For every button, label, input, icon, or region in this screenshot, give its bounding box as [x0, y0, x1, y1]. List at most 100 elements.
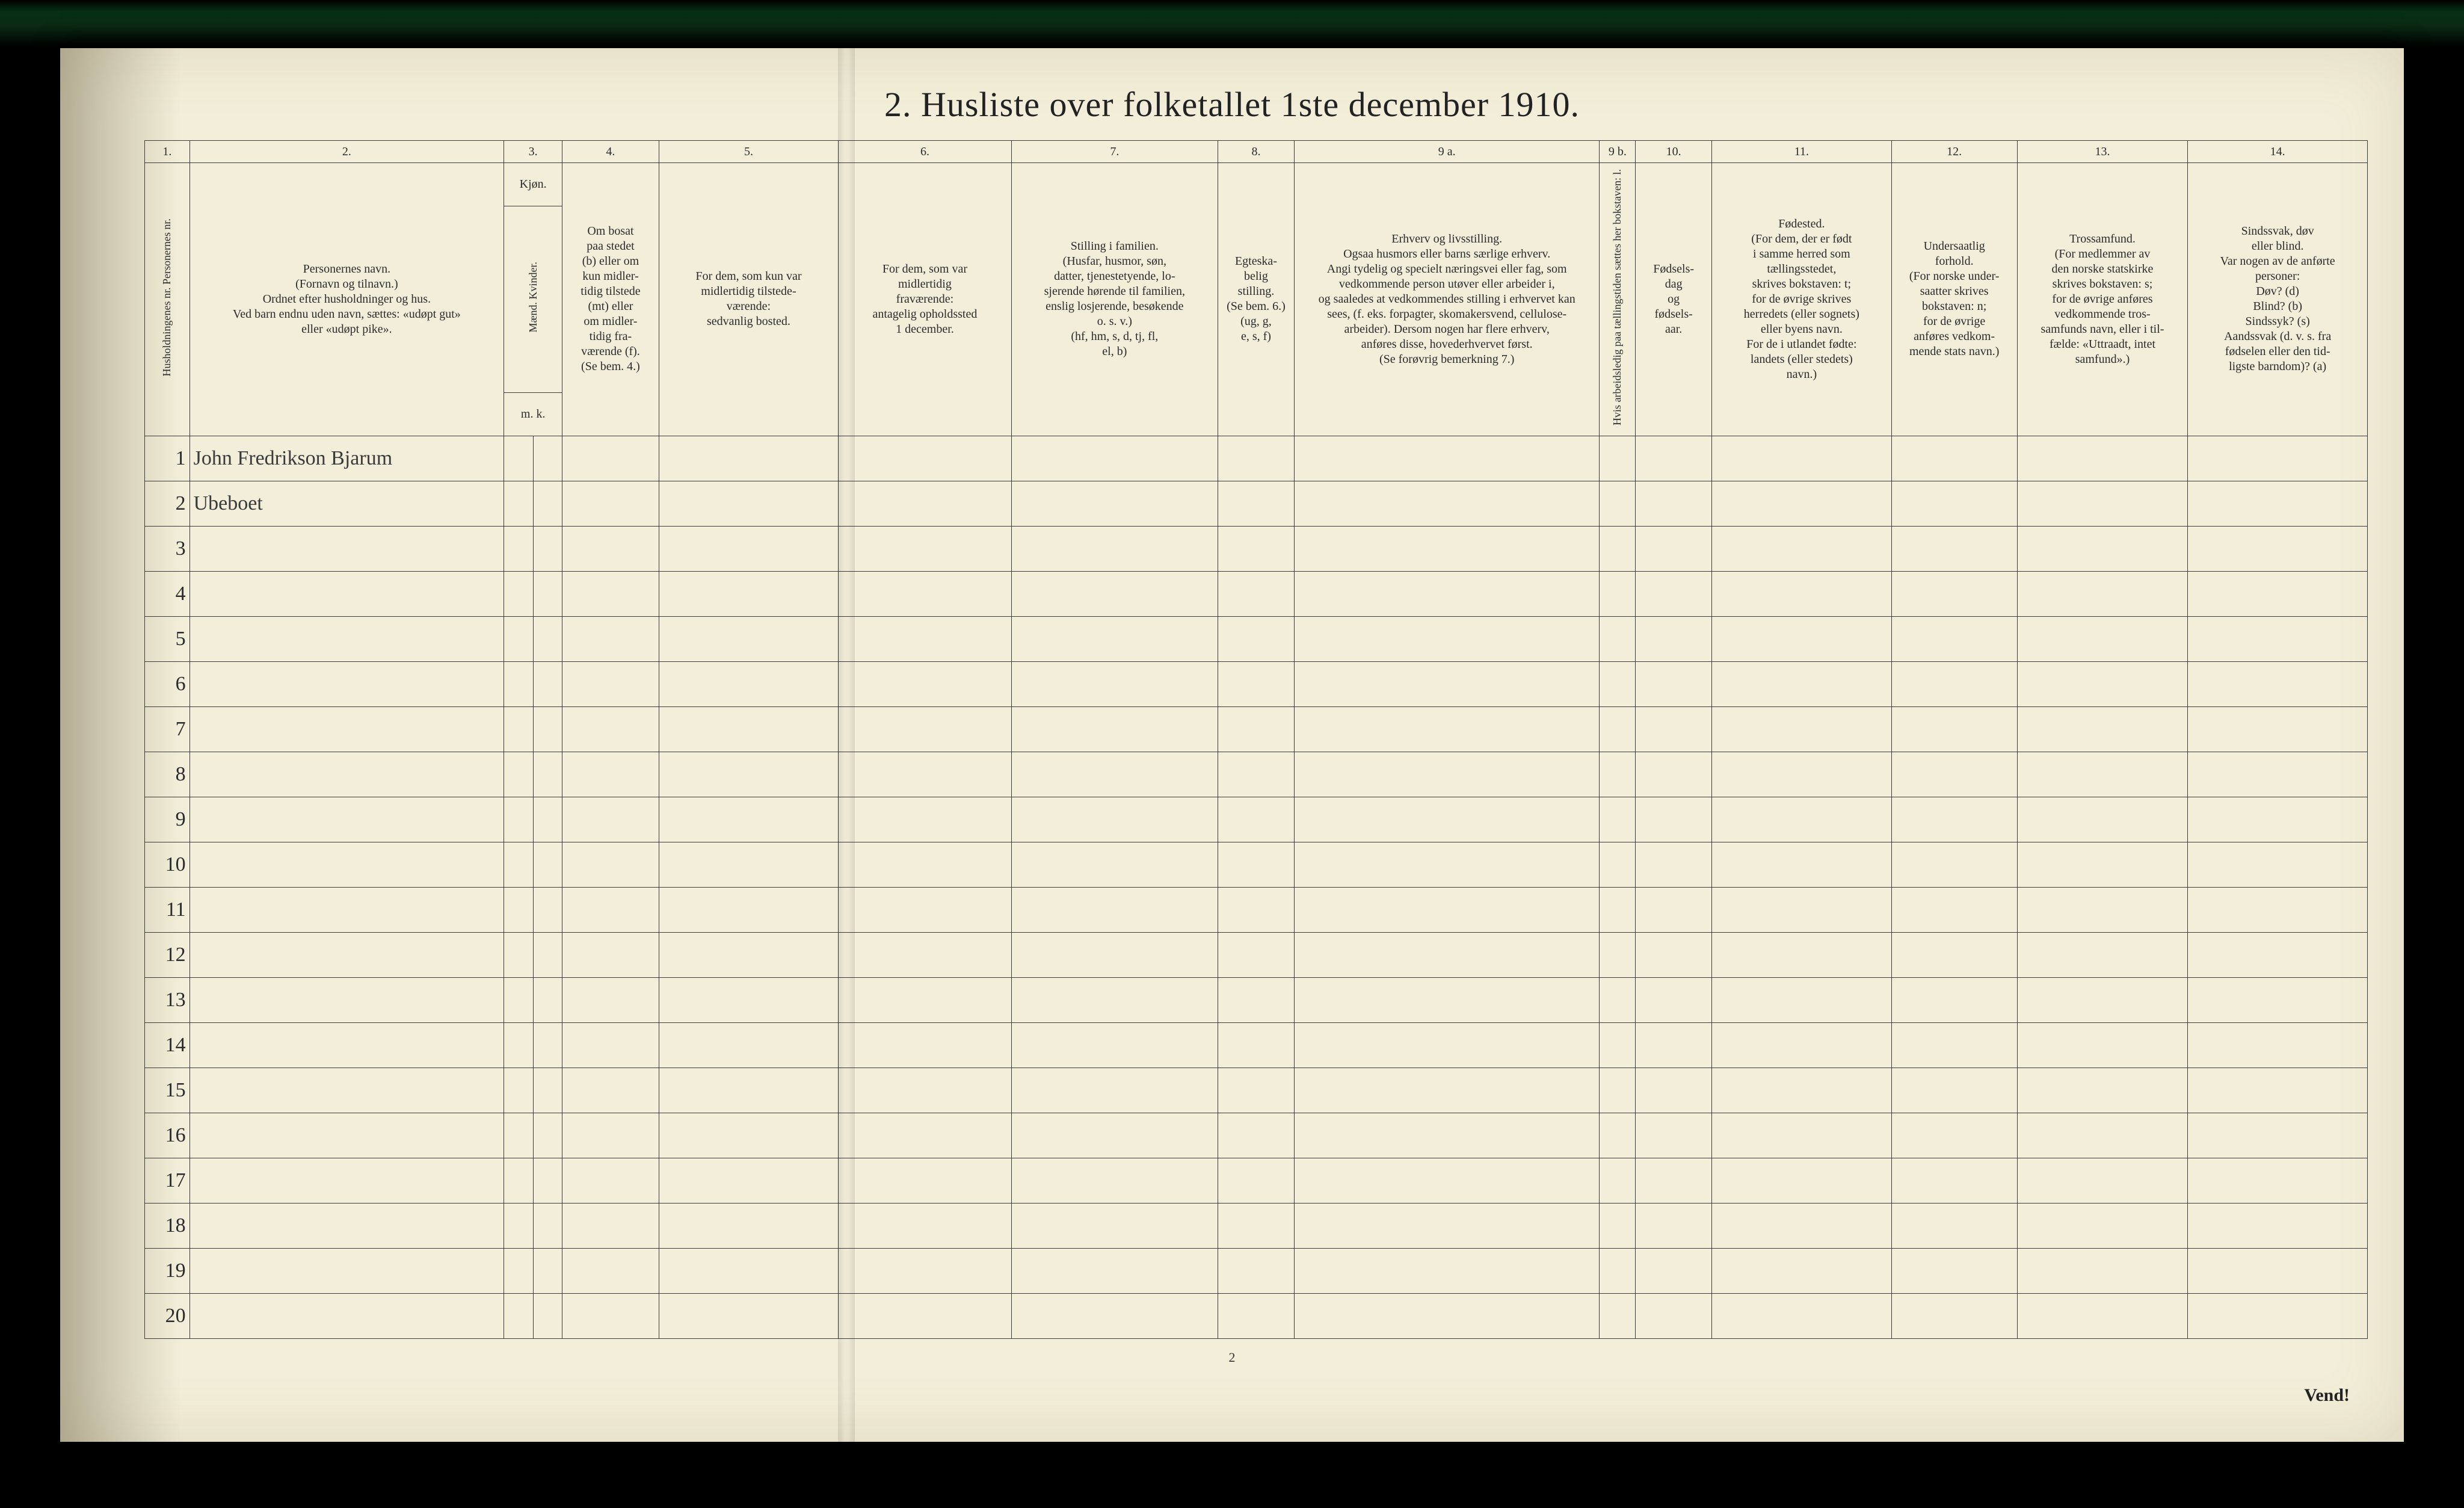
empty-cell — [1218, 797, 1295, 842]
empty-cell — [2017, 571, 2188, 616]
col5-header: For dem, som kun var midlertidig tilsted… — [659, 163, 839, 436]
empty-cell — [1600, 752, 1636, 797]
col3-header-top: Kjøn. — [504, 163, 562, 206]
person-name-cell — [189, 977, 504, 1022]
empty-cell — [2188, 1158, 2368, 1203]
person-name-cell — [189, 1068, 504, 1113]
empty-cell — [1712, 706, 1892, 752]
person-name-cell: John Fredrikson Bjarum — [189, 436, 504, 481]
person-name-cell — [189, 526, 504, 571]
empty-cell — [504, 1113, 534, 1158]
empty-cell — [659, 1158, 839, 1203]
empty-cell — [1600, 797, 1636, 842]
empty-cell — [659, 932, 839, 977]
scan-viewport: 2. Husliste over folketallet 1ste decemb… — [0, 0, 2464, 1508]
colnum-3: 3. — [504, 141, 562, 163]
empty-cell — [533, 481, 562, 526]
person-name-cell — [189, 1293, 504, 1338]
table-row: 19 — [145, 1248, 2368, 1293]
empty-cell — [1218, 1068, 1295, 1113]
col4-header: Om bosat paa stedet (b) eller om kun mid… — [562, 163, 659, 436]
empty-cell — [2017, 1158, 2188, 1203]
empty-cell — [1712, 1068, 1892, 1113]
col3-mk: m. k. — [504, 392, 562, 436]
empty-cell — [562, 887, 659, 932]
empty-cell — [2188, 1293, 2368, 1338]
empty-cell — [1218, 842, 1295, 887]
colnum-9a: 9 a. — [1294, 141, 1600, 163]
empty-cell — [504, 1158, 534, 1203]
empty-cell — [839, 1022, 1011, 1068]
table-row: 3 — [145, 526, 2368, 571]
row-number: 19 — [145, 1248, 190, 1293]
person-name-cell — [189, 797, 504, 842]
empty-cell — [562, 571, 659, 616]
empty-cell — [504, 571, 534, 616]
empty-cell — [659, 797, 839, 842]
vend-label: Vend! — [2304, 1385, 2350, 1406]
empty-cell — [1891, 842, 2017, 887]
table-body: 1John Fredrikson Bjarum2Ubeboet345678910… — [145, 436, 2368, 1338]
table-row: 18 — [145, 1203, 2368, 1248]
colnum-10: 10. — [1636, 141, 1712, 163]
empty-cell — [1600, 616, 1636, 661]
table-row: 9 — [145, 797, 2368, 842]
empty-cell — [504, 1203, 534, 1248]
empty-cell — [1891, 932, 2017, 977]
empty-cell — [1011, 752, 1218, 797]
empty-cell — [1636, 481, 1712, 526]
empty-cell — [659, 526, 839, 571]
empty-cell — [839, 481, 1011, 526]
col3-subheader: Mænd. Kvinder. — [504, 206, 562, 392]
empty-cell — [2188, 842, 2368, 887]
empty-cell — [562, 752, 659, 797]
colnum-7: 7. — [1011, 141, 1218, 163]
person-name-cell — [189, 1022, 504, 1068]
empty-cell — [839, 526, 1011, 571]
empty-cell — [1891, 752, 2017, 797]
empty-cell — [1218, 526, 1295, 571]
empty-cell — [1712, 1022, 1892, 1068]
empty-cell — [1294, 752, 1600, 797]
empty-cell — [562, 436, 659, 481]
empty-cell — [1712, 436, 1892, 481]
empty-cell — [1891, 1293, 2017, 1338]
empty-cell — [1712, 616, 1892, 661]
empty-cell — [504, 1068, 534, 1113]
empty-cell — [533, 752, 562, 797]
table-row: 16 — [145, 1113, 2368, 1158]
empty-cell — [1294, 706, 1600, 752]
empty-cell — [839, 977, 1011, 1022]
empty-cell — [1294, 571, 1600, 616]
empty-cell — [1891, 436, 2017, 481]
table-row: 7 — [145, 706, 2368, 752]
table-row: 2Ubeboet — [145, 481, 2368, 526]
empty-cell — [533, 932, 562, 977]
empty-cell — [1218, 1203, 1295, 1248]
empty-cell — [504, 752, 534, 797]
table-row: 17 — [145, 1158, 2368, 1203]
row-number: 13 — [145, 977, 190, 1022]
row-number: 10 — [145, 842, 190, 887]
empty-cell — [2188, 1113, 2368, 1158]
empty-cell — [533, 1293, 562, 1338]
empty-cell — [2017, 1022, 2188, 1068]
empty-cell — [562, 977, 659, 1022]
empty-cell — [1218, 481, 1295, 526]
empty-cell — [1891, 1068, 2017, 1113]
empty-cell — [1600, 571, 1636, 616]
empty-cell — [1891, 1158, 2017, 1203]
empty-cell — [1712, 661, 1892, 706]
empty-cell — [504, 932, 534, 977]
empty-cell — [1218, 1248, 1295, 1293]
empty-cell — [1294, 616, 1600, 661]
row-number: 3 — [145, 526, 190, 571]
colnum-13: 13. — [2017, 141, 2188, 163]
empty-cell — [2188, 481, 2368, 526]
empty-cell — [2017, 526, 2188, 571]
person-name-cell — [189, 1203, 504, 1248]
row-number: 1 — [145, 436, 190, 481]
row-number: 6 — [145, 661, 190, 706]
colnum-2: 2. — [189, 141, 504, 163]
empty-cell — [1600, 481, 1636, 526]
